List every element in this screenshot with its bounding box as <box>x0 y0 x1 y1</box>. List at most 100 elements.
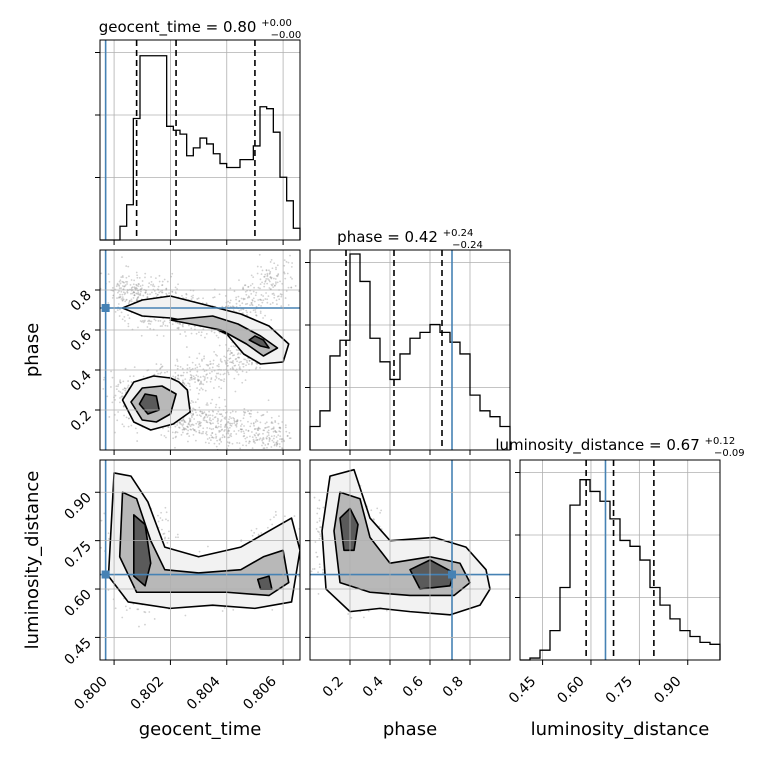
sample-point <box>271 427 274 430</box>
sample-point <box>205 332 208 335</box>
sample-point <box>125 609 128 611</box>
sample-point <box>183 419 186 422</box>
sample-point <box>264 273 267 276</box>
sample-point <box>160 371 163 374</box>
sample-point <box>231 361 234 364</box>
sample-point <box>313 558 315 560</box>
sample-point <box>111 401 114 404</box>
sample-point <box>269 276 272 279</box>
sample-point <box>108 537 110 540</box>
sample-point <box>239 353 242 355</box>
sample-point <box>283 515 286 518</box>
sample-point <box>166 370 169 373</box>
sample-point <box>138 293 141 296</box>
sample-point <box>252 276 255 278</box>
hist-panel-luminosity_distance <box>515 459 721 661</box>
sample-point <box>237 429 240 432</box>
sample-point <box>181 428 184 431</box>
sample-point <box>205 363 208 366</box>
sample-point <box>197 375 199 378</box>
sample-point <box>291 262 294 264</box>
sample-point <box>137 295 140 298</box>
sample-point <box>141 284 144 287</box>
sample-point <box>156 293 159 296</box>
sample-point <box>254 442 256 444</box>
sample-point <box>218 413 221 416</box>
sample-point <box>224 359 226 362</box>
sample-point <box>216 364 219 367</box>
sample-point <box>192 294 195 297</box>
sample-point <box>301 540 303 542</box>
sample-point <box>126 291 129 294</box>
sample-point <box>135 299 138 302</box>
pair-panel-phase-luminosity_distance <box>310 460 510 660</box>
sample-point <box>122 388 124 391</box>
sample-point <box>288 431 291 434</box>
sample-point <box>149 293 151 296</box>
sample-point <box>266 301 269 304</box>
sample-point <box>184 378 187 380</box>
sample-point <box>247 430 250 432</box>
sample-point <box>228 416 231 418</box>
sample-point <box>129 300 131 302</box>
sample-point <box>120 276 123 279</box>
sample-point <box>260 532 263 534</box>
sample-point <box>263 282 266 285</box>
sample-point <box>122 281 125 284</box>
sample-point <box>178 322 181 325</box>
sample-point <box>165 518 167 521</box>
hist-panel-geocent_time <box>95 39 301 241</box>
sample-point <box>215 334 218 337</box>
sample-point <box>224 418 227 420</box>
sample-point <box>139 320 142 322</box>
sample-point <box>232 360 234 362</box>
sample-point <box>235 296 238 299</box>
sample-point <box>190 295 193 298</box>
sample-point <box>191 416 193 419</box>
sample-point <box>120 290 123 293</box>
sample-point <box>108 416 111 418</box>
sample-point <box>183 383 186 386</box>
sample-point <box>157 320 160 322</box>
sample-point <box>209 414 212 417</box>
sample-point <box>135 286 137 289</box>
sample-point <box>239 419 242 422</box>
sample-point <box>158 291 161 294</box>
sample-point <box>253 452 255 454</box>
sample-point <box>222 373 225 376</box>
sample-point <box>193 418 196 420</box>
sample-point <box>209 360 212 363</box>
sample-point <box>119 379 122 382</box>
sample-point <box>202 412 205 415</box>
sample-point <box>252 309 255 312</box>
sample-point <box>137 608 140 611</box>
sample-point <box>224 423 227 426</box>
sample-point <box>279 280 281 283</box>
sample-point <box>275 514 277 516</box>
sample-point <box>121 392 124 395</box>
sample-point <box>268 453 270 455</box>
sample-point <box>219 359 222 362</box>
sample-point <box>248 360 251 362</box>
sample-point <box>264 280 267 283</box>
sample-point <box>230 432 232 435</box>
sample-point <box>147 285 150 288</box>
sample-point <box>194 367 197 370</box>
sample-point <box>130 424 133 427</box>
sample-point <box>215 376 218 379</box>
sample-point <box>262 299 265 302</box>
sample-point <box>280 457 282 459</box>
sample-point <box>257 304 260 306</box>
sample-point <box>205 430 208 433</box>
sample-point <box>275 444 278 447</box>
sample-point <box>244 437 247 440</box>
sample-point <box>146 326 149 328</box>
sample-point <box>254 434 257 437</box>
sample-point <box>241 302 244 305</box>
sample-point <box>248 412 251 415</box>
sample-point <box>274 419 276 422</box>
sample-point <box>164 506 167 509</box>
sample-point <box>135 271 138 274</box>
sample-point <box>185 428 188 431</box>
sample-point <box>208 367 211 370</box>
